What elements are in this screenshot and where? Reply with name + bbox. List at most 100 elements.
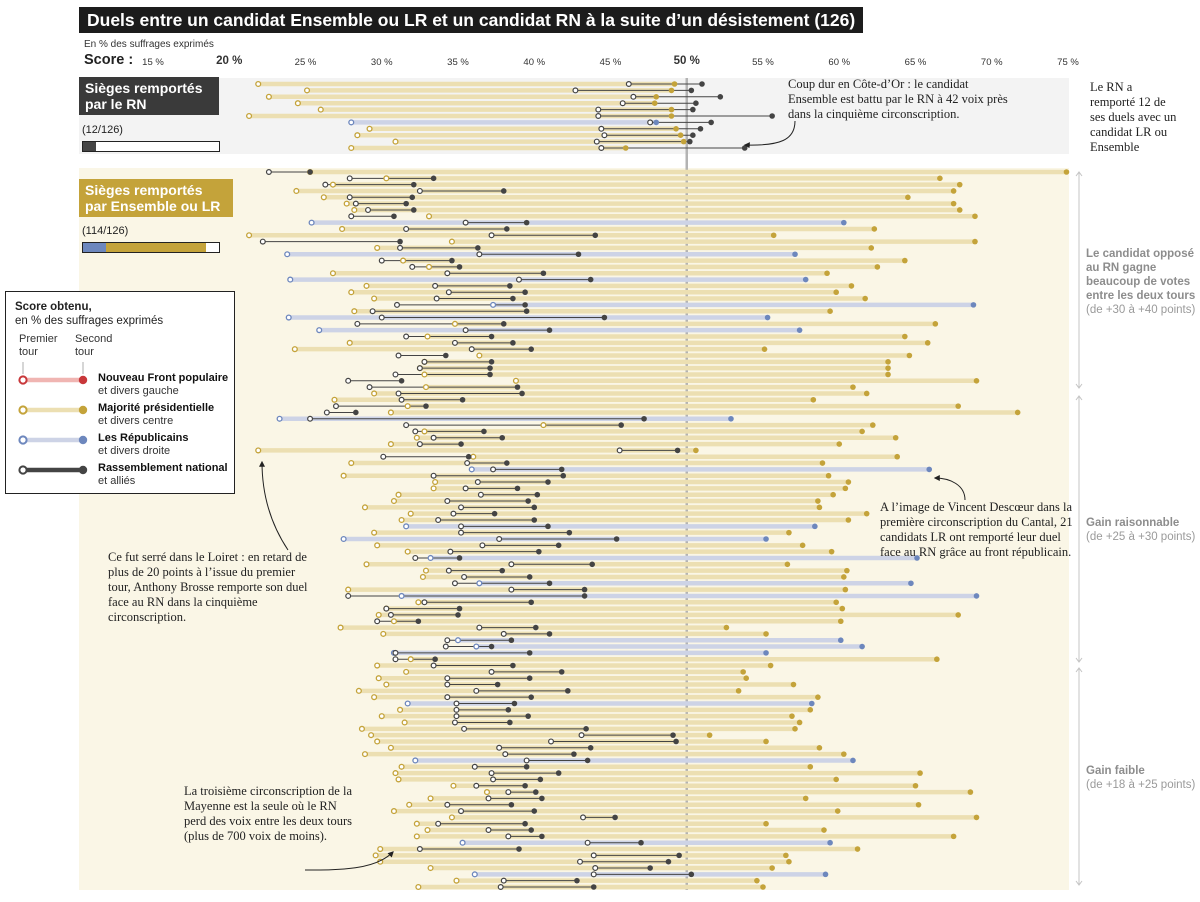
rn-first-round-point	[590, 871, 597, 878]
rn-second-round-point	[508, 637, 515, 644]
tick-label-30: 30 %	[370, 57, 393, 68]
rn-second-round-point	[458, 441, 464, 447]
opponent-first-round-point	[374, 542, 381, 549]
rn-second-round-point	[522, 820, 528, 827]
duel-row	[432, 478, 852, 486]
opponent-first-round-point	[293, 187, 300, 195]
opponent-first-round-point	[415, 883, 422, 891]
rn-first-round-point	[348, 213, 355, 220]
opponent-second-round-point	[885, 371, 891, 378]
rn-first-round-point	[397, 244, 404, 251]
tick-label-40: 40 %	[523, 57, 546, 68]
opponent-first-round-point	[377, 845, 384, 853]
rn-first-round-point	[444, 694, 451, 701]
tick-label-25: 25 %	[294, 57, 317, 68]
duel-row	[255, 447, 699, 454]
legend-subtitle: en % des suffrages exprimés	[15, 315, 164, 327]
legend-first-point-lr	[18, 435, 28, 445]
opponent-second-round-point	[906, 352, 913, 359]
duel-row	[403, 333, 908, 340]
rn-second-round-point	[612, 814, 618, 821]
rn-first-round-point	[442, 643, 449, 650]
opponent-second-round-point	[892, 434, 899, 441]
rn-first-round-point	[395, 390, 402, 397]
duel-row	[422, 567, 850, 574]
rn-first-round-point	[265, 169, 272, 176]
opponent-second-round-point	[763, 631, 769, 637]
rn-first-round-point	[476, 251, 483, 258]
duel-row	[383, 605, 846, 612]
opponent-first-round-point	[255, 447, 262, 454]
duel-row	[390, 808, 841, 815]
rn-first-round-point	[508, 561, 515, 568]
annotation-rn-summary: Le RN a remporté 12 de ses duels avec un…	[1090, 80, 1177, 154]
duel-row	[387, 441, 843, 448]
opponent-first-round-point	[337, 624, 344, 631]
duel-row	[361, 751, 847, 758]
opponent-second-round-point	[827, 308, 833, 315]
opponent-second-round-point	[622, 145, 629, 151]
rn-second-round-point	[540, 270, 547, 277]
opponent-first-round-point	[285, 314, 292, 321]
opponent-second-round-point	[874, 264, 881, 270]
rn-second-round-point	[546, 580, 553, 587]
duel-row	[395, 491, 836, 498]
duel-row	[413, 434, 899, 441]
opponent-first-round-point	[355, 687, 362, 694]
opponent-second-round-point	[796, 327, 803, 333]
duel-row	[450, 782, 919, 789]
rn-first-round-point	[453, 713, 460, 720]
rn-first-round-point	[508, 586, 515, 593]
legend-title-block: Score obtenu, en % des suffrages exprimé…	[15, 300, 163, 328]
opponent-first-round-point	[366, 125, 373, 132]
duel-row	[346, 339, 931, 346]
rn-first-round-point	[598, 145, 605, 152]
duel-row	[333, 403, 961, 410]
rn-second-round-point	[531, 808, 538, 814]
section-count-ens: (114/126)	[82, 225, 129, 237]
opponent-first-round-point	[453, 877, 460, 884]
rn-first-round-point	[451, 580, 458, 587]
opponent-first-round-point	[351, 308, 358, 315]
opponent-second-round-point	[908, 580, 914, 587]
rn-second-round-point	[574, 877, 580, 884]
opponent-first-round-point	[540, 422, 547, 429]
opponent-second-round-point	[862, 295, 868, 302]
opponent-first-round-point	[406, 801, 413, 808]
rn-first-round-point	[398, 396, 405, 403]
rn-first-round-point	[369, 308, 376, 315]
rn-second-round-point	[519, 390, 525, 397]
rn-second-round-point	[583, 726, 589, 732]
duel-row	[374, 662, 774, 669]
opponent-first-round-point	[421, 371, 428, 378]
opponent-second-round-point	[653, 94, 660, 100]
rn-second-round-point	[539, 795, 545, 802]
opponent-first-round-point	[422, 384, 430, 391]
score-label: Score :	[84, 52, 134, 68]
opponent-second-round-point	[825, 472, 832, 479]
duel-row	[394, 301, 977, 308]
rn-first-round-point	[421, 599, 428, 606]
rn-first-round-point	[346, 194, 353, 201]
duel-row	[323, 409, 1021, 416]
rn-first-round-point	[445, 567, 452, 574]
rn-first-round-point	[515, 276, 522, 283]
duel-row	[374, 618, 844, 625]
rn-first-round-point	[435, 517, 442, 524]
rn-second-round-point	[558, 466, 565, 473]
duel-row	[416, 365, 891, 372]
rn-first-round-point	[468, 346, 475, 353]
opponent-second-round-point	[740, 669, 746, 675]
tick-label-70: 70 %	[980, 57, 1003, 68]
opponent-first-round-point	[403, 523, 410, 530]
opponent-first-round-point	[246, 232, 253, 239]
opponent-second-round-point	[914, 555, 920, 561]
rn-first-round-point	[523, 757, 530, 764]
duel-row	[348, 460, 826, 467]
rn-second-round-point	[587, 744, 594, 751]
rn-first-round-point	[500, 877, 507, 884]
rn-first-round-point	[374, 618, 381, 625]
rn-second-round-point	[491, 510, 498, 517]
opponent-second-round-point	[671, 81, 678, 87]
chart-title: Duels entre un candidat Ensemble ou LR e…	[79, 7, 864, 33]
